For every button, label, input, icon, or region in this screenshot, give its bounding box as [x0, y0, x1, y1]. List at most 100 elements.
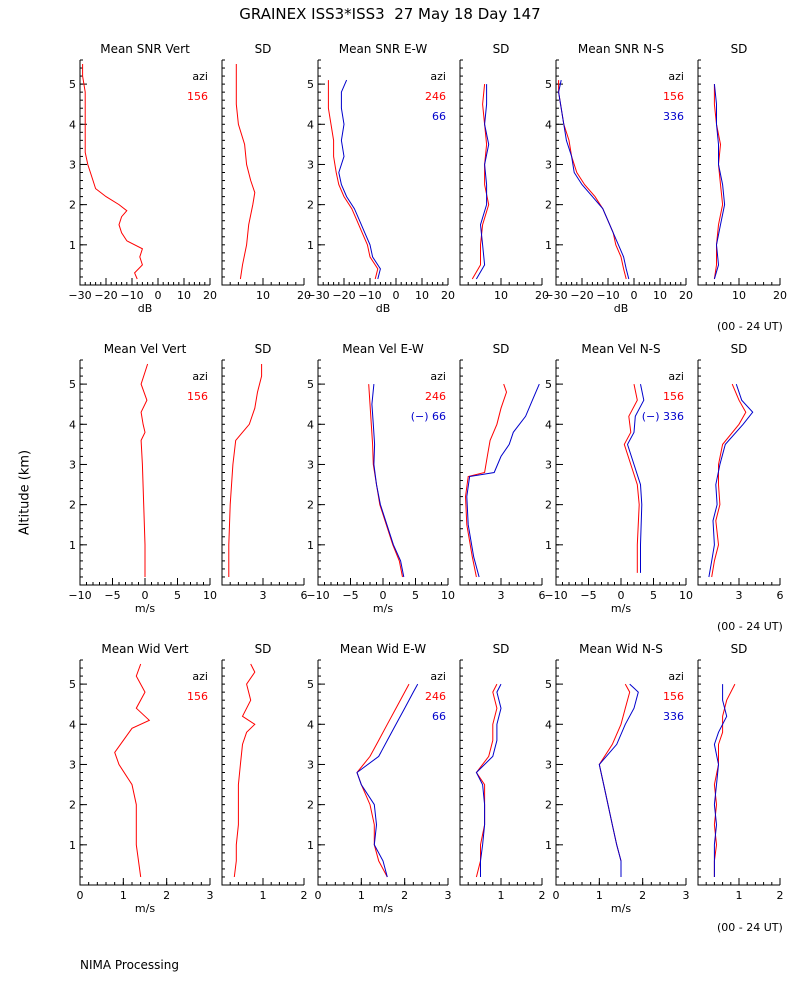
panel-3-x-tick-label: 10 — [415, 289, 429, 302]
panel-16-title: SD — [493, 642, 510, 656]
panel-7-legend-header: azi — [192, 370, 208, 383]
panel-14-x-tick-label: 1 — [260, 889, 267, 902]
panel-10-title: SD — [493, 342, 510, 356]
panel-7-y-tick-label: 5 — [69, 378, 76, 391]
panel-1-y-tick-label: 1 — [69, 239, 76, 252]
panel-2-x-tick-label: 20 — [297, 289, 311, 302]
panel-9-x-tick-label: 10 — [441, 589, 455, 602]
panel-11-series-156 — [623, 383, 640, 573]
panel-16-series-246 — [475, 683, 498, 878]
panel-13-y-tick-label: 5 — [69, 678, 76, 691]
panel-13-x-tick-label: 1 — [120, 889, 127, 902]
panel-6-series-156 — [713, 84, 724, 280]
panel-15-x-tick-label: 3 — [445, 889, 452, 902]
panel-6-x-tick-label: 10 — [732, 289, 746, 302]
panel-11-x-tick-label: −10 — [544, 589, 567, 602]
panel-9-y-tick-label: 2 — [307, 499, 314, 512]
panel-5-legend-header: azi — [668, 70, 684, 83]
panel-12-x-tick-label: 3 — [736, 589, 743, 602]
panel-17-y-tick-label: 2 — [545, 799, 552, 812]
panel-3-x-tick-label: −20 — [332, 289, 355, 302]
panel-17-series-156 — [598, 683, 631, 877]
panel-5-x-tick-label: −20 — [570, 289, 593, 302]
panel-7-series-156 — [140, 363, 149, 577]
panel-7-title: Mean Vel Vert — [104, 342, 187, 356]
panel-5-series-336 — [558, 79, 630, 280]
panel-13-y-tick-label: 1 — [69, 839, 76, 852]
panel-4-x-tick-label: 10 — [494, 289, 508, 302]
panel-3-y-tick-label: 2 — [307, 199, 314, 212]
panel-9-title: Mean Vel E-W — [342, 342, 424, 356]
panel-5-y-tick-label: 2 — [545, 199, 552, 212]
panel-5-legend-entry-336: 336 — [663, 110, 684, 123]
panel-6-axes — [697, 60, 780, 286]
panel-15-x-tick-label: 0 — [315, 889, 322, 902]
panel-13-legend-header: azi — [192, 670, 208, 683]
panel-8-title: SD — [255, 342, 272, 356]
panel-8-series-156 — [228, 364, 263, 577]
panel-1-y-tick-label: 3 — [69, 158, 76, 171]
panel-9-x-tick-label: 0 — [380, 589, 387, 602]
panel-2-x-tick-label: 10 — [256, 289, 270, 302]
panel-1-y-tick-label: 4 — [69, 118, 76, 131]
ut-note-row-1: (00 - 24 UT) — [717, 320, 783, 333]
panel-3-legend-entry-246: 246 — [425, 90, 446, 103]
panel-4-title: SD — [493, 42, 510, 56]
panel-13-y-tick-label: 3 — [69, 758, 76, 771]
panel-15-legend-header: azi — [430, 670, 446, 683]
panel-6-x-tick-label: 20 — [773, 289, 787, 302]
footer-text: NIMA Processing — [80, 958, 179, 972]
panel-1-legend-header: azi — [192, 70, 208, 83]
panel-5-x-tick-label: 20 — [679, 289, 693, 302]
panel-1-x-tick-label: 20 — [203, 289, 217, 302]
panel-3-title: Mean SNR E-W — [339, 42, 428, 56]
panel-11-x-tick-label: −5 — [580, 589, 596, 602]
panel-9-y-tick-label: 3 — [307, 458, 314, 471]
panel-3-x-tick-label: −10 — [358, 289, 381, 302]
panel-8-x-tick-label: 3 — [260, 589, 267, 602]
panel-9-x-tick-label: 5 — [412, 589, 419, 602]
panel-3-series-246 — [327, 80, 379, 280]
panel-11-y-tick-label: 1 — [545, 539, 552, 552]
panel-2-series-156 — [235, 64, 256, 280]
panel-17-legend-entry-336: 336 — [663, 710, 684, 723]
panel-13-legend-entry-156: 156 — [187, 690, 208, 703]
panel-11-x-tick-label: 0 — [618, 589, 625, 602]
panel-15-legend-entry-66: 66 — [432, 710, 446, 723]
panel-14-axes — [221, 660, 304, 886]
panel-16-axes — [459, 660, 542, 886]
panel-9-legend-entry-66: (−) 66 — [411, 410, 446, 423]
panel-7-y-tick-label: 3 — [69, 458, 76, 471]
panel-5-y-tick-label: 5 — [545, 78, 552, 91]
panel-18-x-tick-label: 2 — [777, 889, 784, 902]
panel-17-x-axis-label: m/s — [611, 902, 631, 915]
panel-5-title: Mean SNR N-S — [578, 42, 664, 56]
panel-13-x-tick-label: 2 — [163, 889, 170, 902]
panel-9-x-tick-label: −10 — [306, 589, 329, 602]
panel-14-title: SD — [255, 642, 272, 656]
panel-2-axes — [221, 60, 304, 286]
panel-15-series-66 — [356, 683, 419, 878]
panel-7-y-tick-label: 2 — [69, 499, 76, 512]
panel-9-legend-header: azi — [430, 370, 446, 383]
panel-1-x-tick-label: −20 — [94, 289, 117, 302]
panel-15-y-tick-label: 4 — [307, 718, 314, 731]
panel-5-x-tick-label: 10 — [653, 289, 667, 302]
panel-11-y-tick-label: 3 — [545, 458, 552, 471]
panel-7-x-tick-label: −10 — [68, 589, 91, 602]
panel-9-y-tick-label: 4 — [307, 418, 314, 431]
panel-7-x-axis-label: m/s — [135, 602, 155, 615]
panel-3-series-66 — [338, 79, 381, 280]
panel-16-x-tick-label: 2 — [539, 889, 546, 902]
panel-5-x-tick-label: −10 — [596, 289, 619, 302]
panel-3-legend-entry-66: 66 — [432, 110, 446, 123]
panel-3-x-tick-label: −30 — [306, 289, 329, 302]
panel-17-y-tick-label: 4 — [545, 718, 552, 731]
panel-11-series-336 — [626, 383, 645, 573]
panel-5-series-156 — [558, 80, 627, 280]
panel-7-x-tick-label: −5 — [104, 589, 120, 602]
panel-9-legend-entry-246: 246 — [425, 390, 446, 403]
panel-10-series-246 — [464, 383, 508, 578]
panel-13-x-tick-label: 3 — [207, 889, 214, 902]
panel-1-series-156 — [82, 64, 144, 280]
